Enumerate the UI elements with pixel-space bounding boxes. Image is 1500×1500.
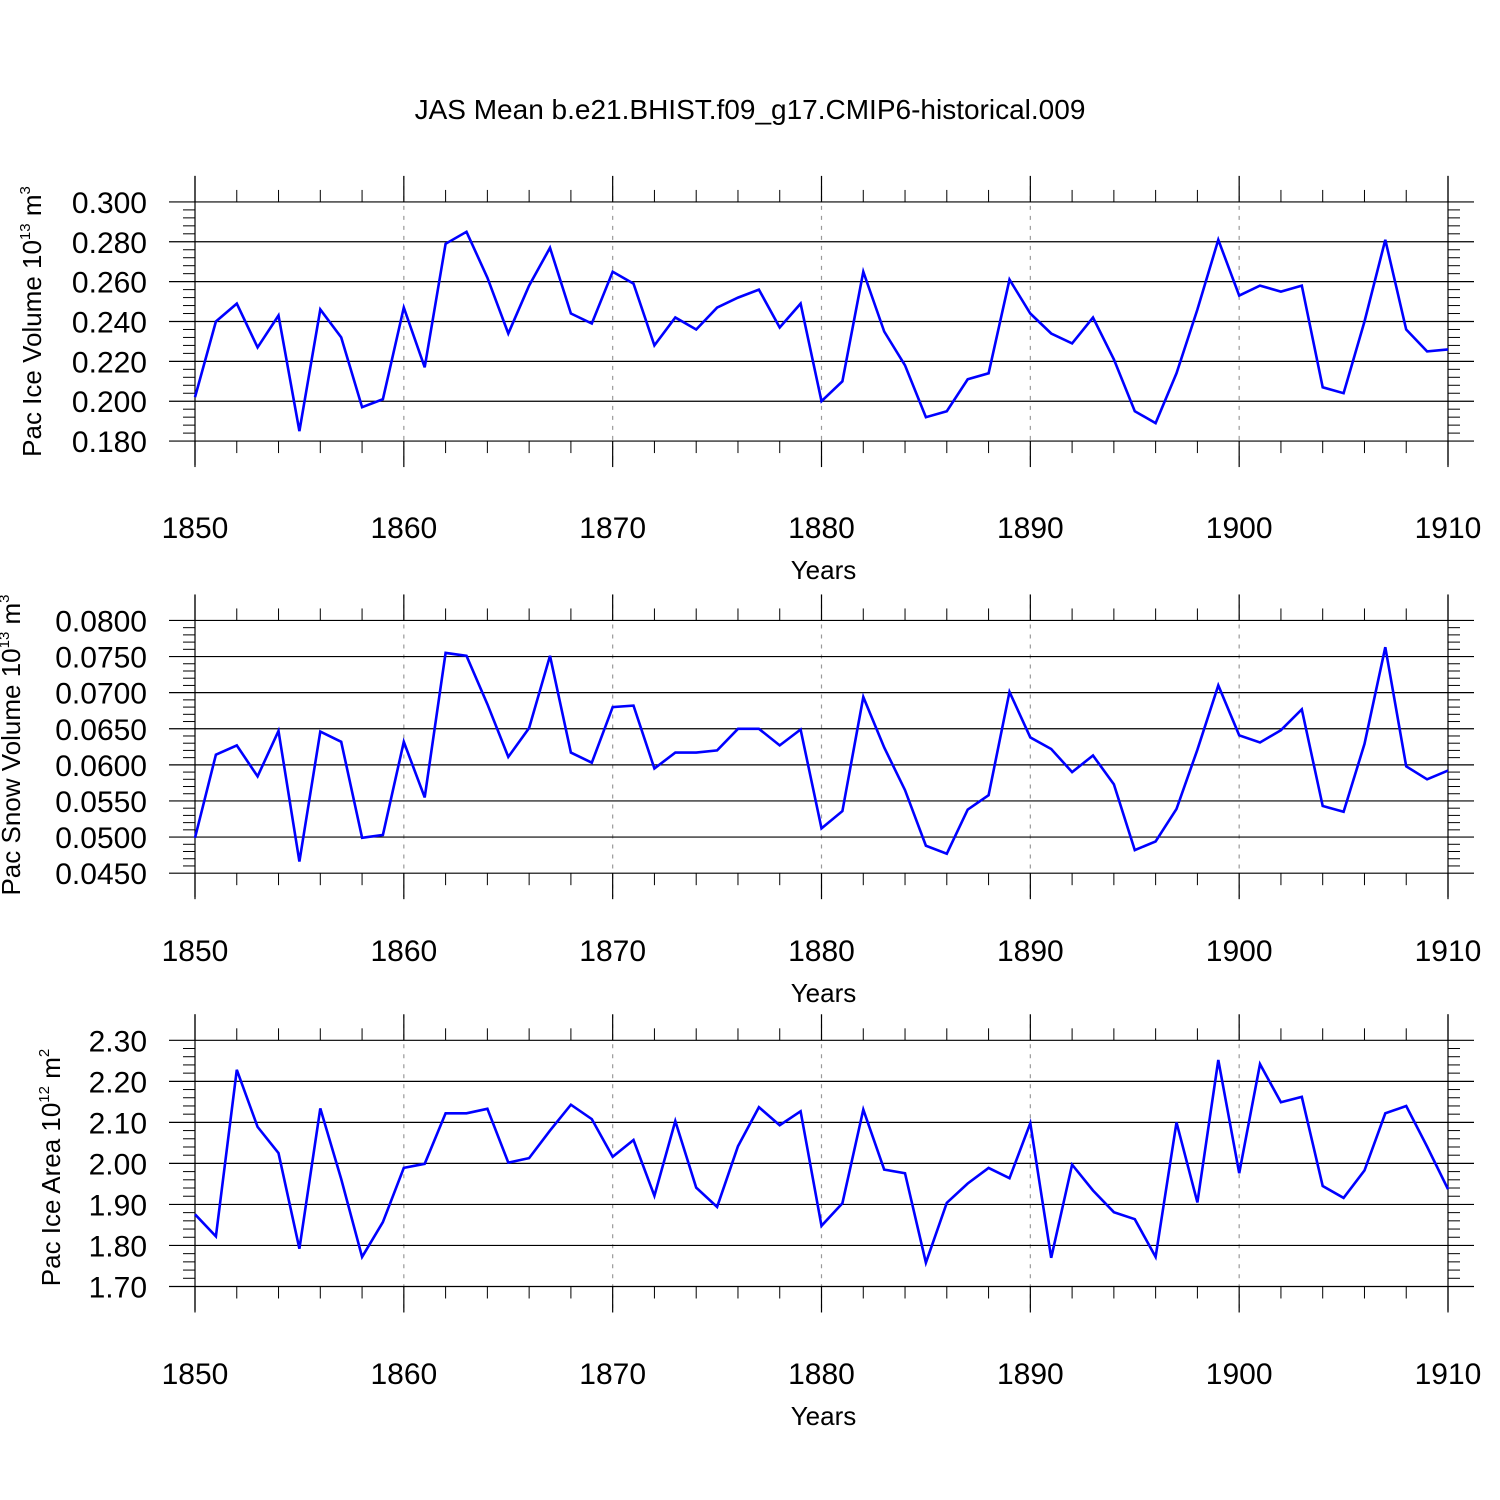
y-axis-label-unit: m bbox=[36, 1057, 66, 1086]
x-axis-label: Years bbox=[791, 555, 857, 585]
y-tick-label: 0.0800 bbox=[55, 605, 147, 638]
panel-pac-ice-area: 1.70 1.80 1.90 2.00 2.10 2.20 2.30 1850 1860 1870… bbox=[36, 1014, 1481, 1431]
x-tick-label: 1910 bbox=[1415, 1358, 1482, 1391]
x-tick-label: 1860 bbox=[370, 1358, 437, 1391]
y-tick-label: 0.0500 bbox=[55, 822, 147, 855]
x-tick-label: 1890 bbox=[997, 1358, 1064, 1391]
y-tick-label: 1.70 bbox=[89, 1271, 147, 1304]
panel-pac-ice-volume: 0.180 0.200 0.220 0.240 0.260 0.280 0.300 1850 1… bbox=[17, 175, 1482, 585]
series-line-pac-ice-volume bbox=[193, 229, 1449, 432]
y-axis-label-unit-exponent: 2 bbox=[36, 1049, 53, 1057]
x-tick-label: 1860 bbox=[370, 512, 437, 545]
y-axis-label-unit-exponent: 3 bbox=[0, 594, 13, 602]
y-axis-label-unit: m bbox=[0, 603, 26, 632]
series-line-pac-snow-volume bbox=[193, 646, 1449, 862]
x-tick-label: 1910 bbox=[1415, 935, 1482, 968]
x-tick-label: 1880 bbox=[788, 935, 855, 968]
x-tick-label: 1870 bbox=[579, 512, 646, 545]
y-axis-label: Pac Ice Area 1012 m2 bbox=[36, 1049, 66, 1286]
y-tick-label: 0.0700 bbox=[55, 678, 147, 711]
y-tick-label: 0.280 bbox=[72, 227, 147, 260]
x-tick-label: 1850 bbox=[162, 1358, 229, 1391]
y-axis-label-exponent: 13 bbox=[17, 223, 34, 240]
y-tick-label: 0.220 bbox=[72, 346, 147, 379]
x-tick-label: 1870 bbox=[579, 935, 646, 968]
x-tick-label: 1900 bbox=[1206, 935, 1273, 968]
x-axis-label: Years bbox=[791, 1401, 857, 1431]
y-tick-label: 1.90 bbox=[89, 1189, 147, 1222]
y-axis-label-text: Pac Snow Volume 10 bbox=[0, 648, 26, 895]
y-axis-label: Pac Ice Volume 1013 m3 bbox=[17, 186, 47, 457]
x-tick-label: 1890 bbox=[997, 512, 1064, 545]
figure-title: JAS Mean b.e21.BHIST.f09_g17.CMIP6-histo… bbox=[415, 94, 1086, 125]
x-tick-label: 1860 bbox=[370, 935, 437, 968]
y-tick-label: 2.20 bbox=[89, 1066, 147, 1099]
y-axis-label-text: Pac Ice Area 10 bbox=[36, 1103, 66, 1287]
x-tick-label: 1850 bbox=[162, 935, 229, 968]
y-tick-label: 0.0450 bbox=[55, 858, 147, 891]
y-tick-label: 0.180 bbox=[72, 426, 147, 459]
y-tick-label: 2.30 bbox=[89, 1025, 147, 1058]
x-tick-label: 1910 bbox=[1415, 512, 1482, 545]
x-tick-label: 1850 bbox=[162, 512, 229, 545]
x-tick-label: 1880 bbox=[788, 1358, 855, 1391]
x-tick-label: 1880 bbox=[788, 512, 855, 545]
x-tick-label: 1870 bbox=[579, 1358, 646, 1391]
y-tick-label: 0.200 bbox=[72, 386, 147, 419]
y-axis-label-exponent: 12 bbox=[36, 1086, 53, 1103]
panel-pac-snow-volume: 0.04500.05000.05500.06000.06500.07000.07… bbox=[0, 594, 1481, 1008]
x-tick-label: 1900 bbox=[1206, 512, 1273, 545]
y-tick-label: 0.0550 bbox=[55, 786, 147, 819]
y-tick-label: 0.0600 bbox=[55, 750, 147, 783]
x-tick-label: 1900 bbox=[1206, 1358, 1273, 1391]
y-tick-label: 0.0750 bbox=[55, 642, 147, 675]
y-axis-label-exponent: 13 bbox=[0, 632, 13, 649]
y-tick-label: 0.300 bbox=[72, 187, 147, 220]
y-tick-label: 0.0650 bbox=[55, 714, 147, 747]
y-tick-label: 2.00 bbox=[89, 1148, 147, 1181]
y-tick-label: 0.240 bbox=[72, 307, 147, 340]
y-tick-label: 2.10 bbox=[89, 1107, 147, 1140]
y-axis-label-unit-exponent: 3 bbox=[17, 186, 34, 194]
x-tick-label: 1890 bbox=[997, 935, 1064, 968]
y-tick-label: 0.260 bbox=[72, 267, 147, 300]
x-axis-label: Years bbox=[791, 978, 857, 1008]
y-axis-label: Pac Snow Volume 1013 m3 bbox=[0, 594, 26, 895]
y-axis-label-text: Pac Ice Volume 10 bbox=[17, 240, 47, 457]
y-axis-label-unit: m bbox=[17, 194, 47, 223]
series-line-pac-ice-area bbox=[194, 1059, 1450, 1268]
y-tick-label: 1.80 bbox=[89, 1230, 147, 1263]
